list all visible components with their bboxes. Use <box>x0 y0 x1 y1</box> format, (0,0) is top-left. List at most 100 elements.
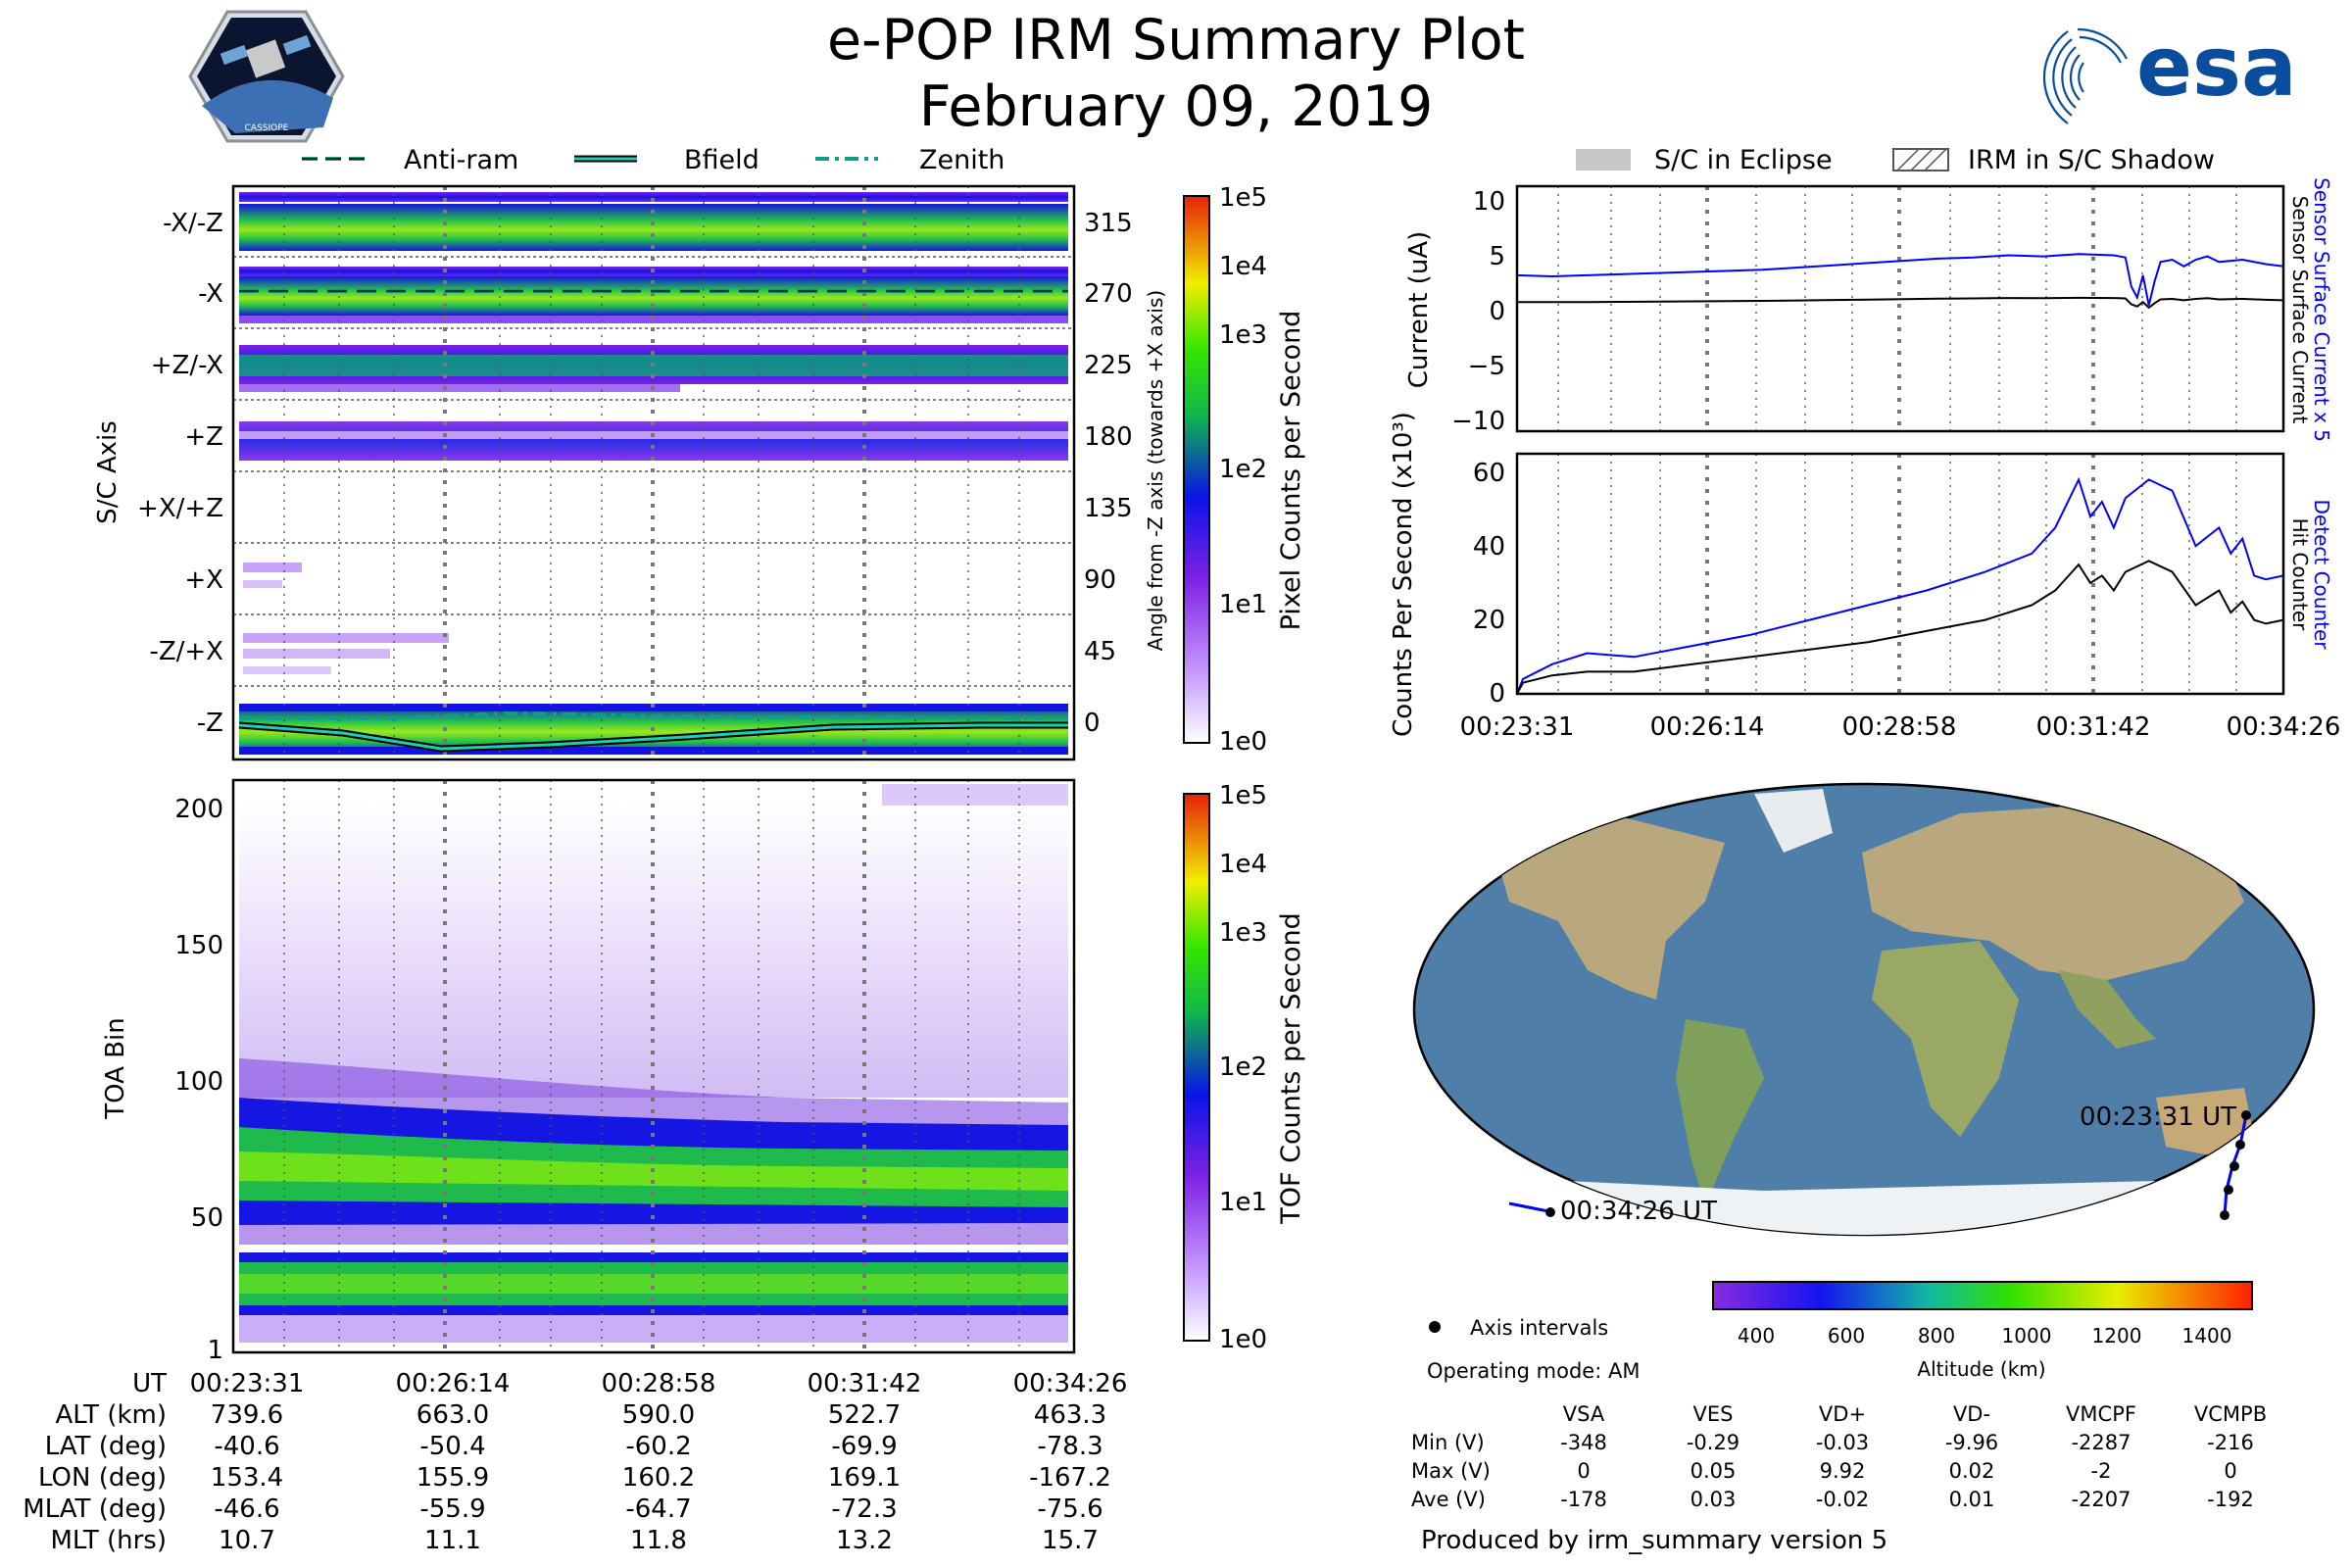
svg-text:20: 20 <box>1473 606 1505 635</box>
yt-xz: -X/-Z <box>163 209 223 238</box>
current-plot: 10 5 0 −5 −10 Current (uA) Sensor Surfac… <box>1404 177 2333 442</box>
current-y2-bottom: Sensor Surface Current <box>2288 196 2312 424</box>
svg-text:00:28:58: 00:28:58 <box>1842 712 1957 742</box>
svg-text:-75.6: -75.6 <box>1037 1494 1102 1524</box>
svg-text:CASSIOPE: CASSIOPE <box>245 123 289 133</box>
y2t-45: 45 <box>1084 637 1116 666</box>
svg-text:ALT (km): ALT (km) <box>55 1400 167 1430</box>
svg-text:1e0: 1e0 <box>1219 727 1267 757</box>
counts-ylabel: Counts Per Second (x10³) <box>1389 412 1418 737</box>
svg-text:0: 0 <box>1489 679 1505 709</box>
svg-text:1e5: 1e5 <box>1219 183 1267 213</box>
svg-text:1e2: 1e2 <box>1219 455 1267 484</box>
svg-text:5: 5 <box>1489 242 1505 271</box>
figure-date: February 09, 2019 <box>919 74 1434 139</box>
interval-dot <box>2224 1185 2233 1195</box>
interval-dot <box>2241 1110 2251 1120</box>
svg-text:150: 150 <box>174 931 223 960</box>
cassiope-logo: CASSIOPE <box>188 10 345 143</box>
yt-zx: +Z/-X <box>151 351 223 380</box>
svg-text:esa: esa <box>2136 19 2297 115</box>
svg-text:1e4: 1e4 <box>1219 252 1267 281</box>
svg-text:−10: −10 <box>1451 407 1505 436</box>
figure-title: e-POP IRM Summary Plot <box>827 8 1525 73</box>
svg-text:800: 800 <box>1918 1324 1955 1348</box>
altitude-label: Altitude (km) <box>1917 1357 2045 1381</box>
svg-text:50: 50 <box>191 1203 223 1233</box>
svg-text:40: 40 <box>1473 532 1505 562</box>
y2t-135: 135 <box>1084 494 1133 523</box>
svg-text:400: 400 <box>1738 1324 1775 1348</box>
produced-by: Produced by irm_summary version 5 <box>1421 1526 1887 1555</box>
svg-text:663.0: 663.0 <box>416 1400 489 1430</box>
yt-xpz: +X/+Z <box>137 494 223 523</box>
operating-mode: Operating mode: AM <box>1427 1359 1640 1383</box>
angle-y2label: Angle from -Z axis (towards +X axis) <box>1144 290 1167 651</box>
svg-text:-64.7: -64.7 <box>625 1494 691 1524</box>
svg-text:463.3: 463.3 <box>1034 1400 1106 1430</box>
tof-colorbar-label: TOF Counts per Second <box>1276 912 1306 1225</box>
toa-spectrogram: 200 150 100 50 1 TOA Bin <box>101 778 1076 1365</box>
y2t-90: 90 <box>1084 565 1116 595</box>
detect-counter-line <box>1516 476 2284 695</box>
svg-text:MLAT (deg): MLAT (deg) <box>23 1494 167 1524</box>
voltage-row-max: Max (V) 0 0.05 9.92 0.02 -2 0 <box>1411 1458 2237 1483</box>
yt-x: -X <box>198 279 223 309</box>
legend-anti-ram: Anti-ram <box>404 145 518 175</box>
svg-text:00:26:14: 00:26:14 <box>396 1369 511 1398</box>
svg-text:-167.2: -167.2 <box>1029 1463 1111 1493</box>
svg-text:60: 60 <box>1473 459 1505 488</box>
current-y2-top: Sensor Surface Current x 5 <box>2310 177 2333 442</box>
axis-intervals-dot <box>1429 1321 1441 1333</box>
counts-plot: 0 20 40 60 Counts Per Second (x10³) Dete… <box>1389 412 2340 742</box>
svg-text:160.2: 160.2 <box>622 1463 695 1493</box>
y2t-180: 180 <box>1084 422 1133 452</box>
tof-colorbar: 1e5 1e4 1e3 1e2 1e1 1e0 TOF Counts per S… <box>1183 781 1306 1354</box>
counts-y2-top: Detect Counter <box>2310 500 2333 651</box>
yt-mzx: -Z/+X <box>149 637 223 666</box>
svg-text:1e0: 1e0 <box>1219 1325 1267 1354</box>
legend-right: S/C in Eclipse IRM in S/C Shadow <box>1576 145 2215 175</box>
esa-logo: esa <box>2042 19 2297 124</box>
svg-text:13.2: 13.2 <box>836 1526 893 1555</box>
counts-y2-bottom: Hit Counter <box>2288 518 2312 631</box>
svg-text:590.0: 590.0 <box>622 1400 695 1430</box>
svg-text:1e4: 1e4 <box>1219 850 1267 879</box>
svg-text:-69.9: -69.9 <box>831 1432 897 1461</box>
sensor-surface-current-line <box>1517 296 2284 310</box>
sensor-surface-current-x-5-line <box>1516 253 2284 306</box>
svg-text:00:34:26: 00:34:26 <box>1013 1369 1128 1398</box>
svg-text:600: 600 <box>1828 1324 1865 1348</box>
svg-text:1000: 1000 <box>2002 1324 2052 1348</box>
legend-eclipse-swatch <box>1576 149 1631 171</box>
legend-bfield: Bfield <box>684 145 760 175</box>
ephemeris-table: UT ALT (km) LAT (deg) LON (deg) MLAT (de… <box>23 1369 1127 1555</box>
svg-text:153.4: 153.4 <box>211 1463 283 1493</box>
pixel-colorbar-label: Pixel Counts per Second <box>1276 311 1306 631</box>
svg-text:100: 100 <box>174 1067 223 1097</box>
svg-text:00:31:42: 00:31:42 <box>2036 712 2151 742</box>
orbit-track-west <box>1508 1201 1549 1213</box>
svg-text:1e1: 1e1 <box>1219 590 1267 619</box>
svg-text:10: 10 <box>1473 187 1505 217</box>
svg-text:15.7: 15.7 <box>1042 1526 1099 1555</box>
hit-counter-line <box>1516 560 2284 695</box>
interval-dot <box>1545 1207 1555 1217</box>
interval-dot <box>2235 1140 2245 1150</box>
toa-ylabel: TOA Bin <box>101 1017 130 1119</box>
svg-text:200: 200 <box>174 795 223 824</box>
y2t-225: 225 <box>1084 351 1133 380</box>
svg-text:00:28:58: 00:28:58 <box>602 1369 716 1398</box>
svg-text:00:34:26: 00:34:26 <box>2227 712 2341 742</box>
current-ylabel: Current (uA) <box>1404 231 1434 388</box>
svg-text:1200: 1200 <box>2092 1324 2142 1348</box>
svg-text:0: 0 <box>1489 297 1505 326</box>
svg-text:522.7: 522.7 <box>828 1400 901 1430</box>
yt-mz: -Z <box>197 709 223 738</box>
svg-text:LON (deg): LON (deg) <box>38 1463 167 1493</box>
svg-text:00:23:31: 00:23:31 <box>1460 712 1575 742</box>
altitude-colorbar: 400 600 800 1000 1200 1400 Altitude (km) <box>1712 1281 2253 1381</box>
svg-text:739.6: 739.6 <box>211 1400 283 1430</box>
world-map: 00:23:31 UT 00:34:26 UT <box>1412 782 2316 1237</box>
